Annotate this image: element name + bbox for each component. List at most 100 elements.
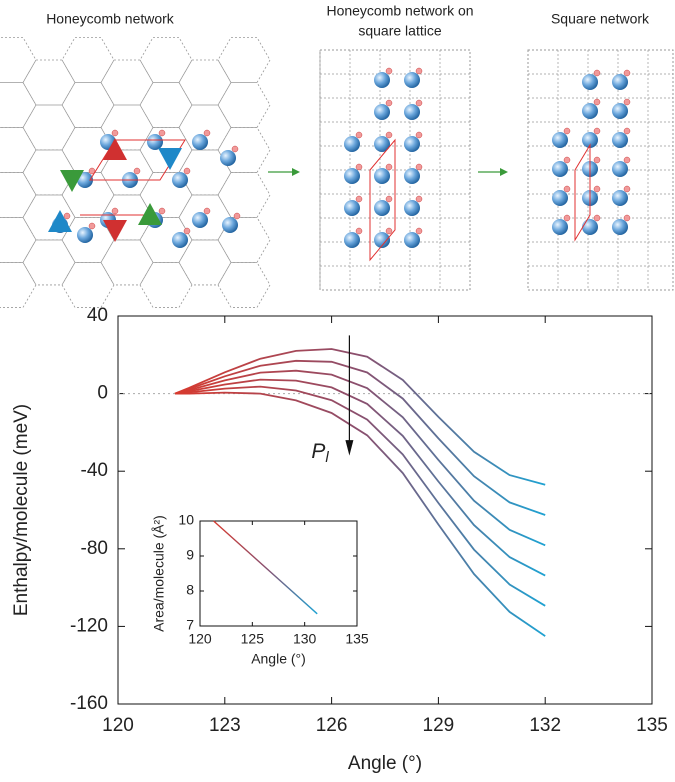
molecule [77,227,93,243]
panel-title: Honeycomb network on [326,3,473,19]
hydrogen [355,195,363,203]
molecule [612,74,628,90]
hexagon [0,82,37,128]
y-tick-label: 10 [178,512,194,528]
molecule [612,219,628,235]
hydrogen [623,127,631,135]
molecule [404,232,420,248]
y-tick-label: 9 [186,547,194,563]
rotation-marker [138,203,162,225]
y-tick-label: 7 [186,617,194,633]
hydrogen [88,167,96,175]
annotation-arrowhead [345,440,354,456]
molecule [374,136,390,152]
hexagon [22,239,76,286]
hydrogen [415,163,423,171]
molecule [552,219,568,235]
unit-cell [369,138,396,262]
hydrogen [385,67,393,75]
y-axis-label: Area/molecule (Å²) [151,515,167,632]
hydrogen [415,195,423,203]
hydrogen [563,214,571,222]
hexagon [61,82,115,128]
hydrogen [563,185,571,193]
hydrogen [623,98,631,106]
molecule [344,136,360,152]
x-tick-label: 135 [636,715,668,736]
y-tick-label: -80 [81,538,108,559]
panel-title: square lattice [358,23,441,39]
x-tick-label: 130 [293,631,317,647]
hydrogen [355,227,363,235]
hexagon [178,59,232,106]
unit-cell [574,143,591,242]
hydrogen [593,185,601,193]
molecule [192,134,208,150]
x-axis-label: Angle (°) [251,651,306,667]
hydrogen [111,129,119,137]
molecule [612,161,628,177]
rotation-marker [48,210,72,232]
hydrogen [593,69,601,77]
hexagon [178,239,232,286]
x-tick-label: 120 [188,631,212,647]
molecule [612,190,628,206]
molecule [404,104,420,120]
hydrogen [385,131,393,139]
hydrogen [385,163,393,171]
hexagon [217,261,271,308]
hydrogen [623,185,631,193]
molecule [374,200,390,216]
hexagon [0,217,37,263]
hydrogen [183,227,191,235]
molecule [552,161,568,177]
hexagon [0,172,37,218]
panel-title: Honeycomb network [46,11,175,27]
hydrogen [623,69,631,77]
hydrogen [623,214,631,222]
molecule [582,219,598,235]
molecule [192,212,208,228]
molecule [374,72,390,88]
panel-title: Square network [551,11,650,27]
annotation: Pl [311,439,329,465]
hexagon [139,37,193,83]
hydrogen [203,129,211,137]
curve [213,520,318,615]
molecule [552,190,568,206]
x-tick-label: 123 [209,715,241,736]
annotation-subscript: l [325,449,329,466]
y-tick-label: -120 [70,615,108,636]
hexagon [100,239,154,286]
hydrogen [415,227,423,235]
hexagon [22,59,76,106]
hydrogen [593,214,601,222]
hydrogen [231,145,239,153]
hexagon [0,127,37,173]
hydrogen [593,156,601,164]
hydrogen [385,195,393,203]
hydrogen [233,212,241,220]
y-tick-label: 0 [97,383,108,404]
rotation-marker [60,170,84,192]
hexagon [139,217,193,263]
x-tick-label: 120 [102,715,134,736]
hydrogen [133,167,141,175]
y-tick-label: 8 [186,582,194,598]
molecule [582,132,598,148]
hydrogen [88,222,96,230]
hydrogen [623,156,631,164]
hydrogen [63,212,71,220]
hydrogen [385,227,393,235]
molecule [222,217,238,233]
hexagon [61,37,115,83]
hydrogen [385,99,393,107]
molecule [582,103,598,119]
y-tick-label: 40 [87,305,108,326]
molecule [582,74,598,90]
x-tick-label: 132 [529,715,561,736]
hexagon [217,82,271,128]
hexagon [61,261,115,308]
molecule [77,172,93,188]
